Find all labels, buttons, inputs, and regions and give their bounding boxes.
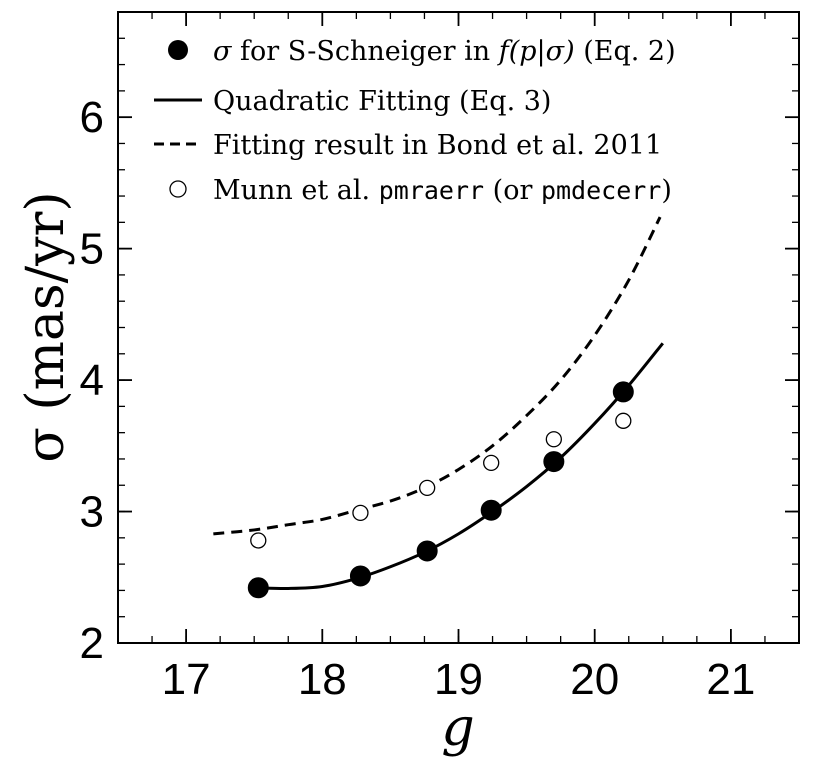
legend-label: Fitting result in Bond et al. 2011 (213, 130, 662, 161)
data-point-filled (416, 540, 438, 562)
data-point-open (615, 412, 632, 429)
legend-marker-filled-circle (168, 40, 188, 60)
legend-label-part: Fitting result in Bond et al. 2011 (213, 130, 662, 161)
legend: σ for S-Schneiger in f(p|σ) (Eq. 2) Quadr… (154, 36, 676, 206)
data-point-open (545, 431, 562, 448)
y-tick-label: 6 (80, 93, 104, 142)
legend-label-part: for S-Schneiger in (231, 36, 498, 67)
y-tick-label: 2 (80, 619, 104, 668)
data-point-open (483, 454, 500, 472)
x-tick-label: 20 (570, 655, 619, 704)
y-tick-label: 4 (80, 356, 104, 405)
legend-label: Quadratic Fitting (Eq. 3) (213, 86, 551, 117)
data-point-open (250, 532, 267, 549)
data-point-filled (480, 499, 502, 521)
data-point-filled (612, 381, 634, 403)
data-point-filled (247, 577, 269, 599)
legend-label: σ for S-Schneiger in f(p|σ) (Eq. 2) (213, 36, 676, 67)
x-tick-label: 18 (298, 655, 347, 704)
legend-label-part: pmraerr (379, 176, 484, 205)
quadratic-fit-line (258, 342, 664, 590)
x-tick-label: 19 (434, 655, 483, 704)
series-points (247, 381, 634, 599)
legend-label: Munn et al. pmraerr (or pmdecerr) (213, 175, 672, 206)
y-tick-label: 3 (80, 488, 104, 537)
x-tick-label: 17 (162, 655, 211, 704)
legend-label-part: ) (661, 175, 672, 206)
legend-label-part: (or (484, 175, 541, 206)
legend-label-part: Munn et al. (213, 175, 379, 206)
legend-label-part: f(p|σ) (497, 36, 575, 67)
bond-2011-dashed-line (213, 216, 662, 536)
series-lines (213, 216, 664, 590)
y-tick-label: 5 (80, 225, 104, 274)
data-point-filled (349, 565, 371, 587)
legend-label-part: σ (213, 36, 233, 67)
data-point-open (419, 479, 436, 497)
data-point-open (352, 504, 369, 522)
y-axis-title: σ (mas/yr) (16, 191, 76, 462)
legend-marker-open-circle (169, 180, 187, 198)
data-point-filled (543, 451, 565, 473)
legend-label-part: (Eq. 2) (575, 36, 676, 67)
tick-labels: 17 18 19 20 21 2 3 4 5 6 (80, 93, 756, 704)
legend-label-part: Quadratic Fitting (Eq. 3) (213, 86, 551, 117)
x-axis-title: g (441, 698, 474, 758)
major-ticks (118, 12, 799, 644)
legend-label-part: pmdecerr (541, 176, 661, 205)
x-tick-label: 21 (706, 655, 755, 704)
